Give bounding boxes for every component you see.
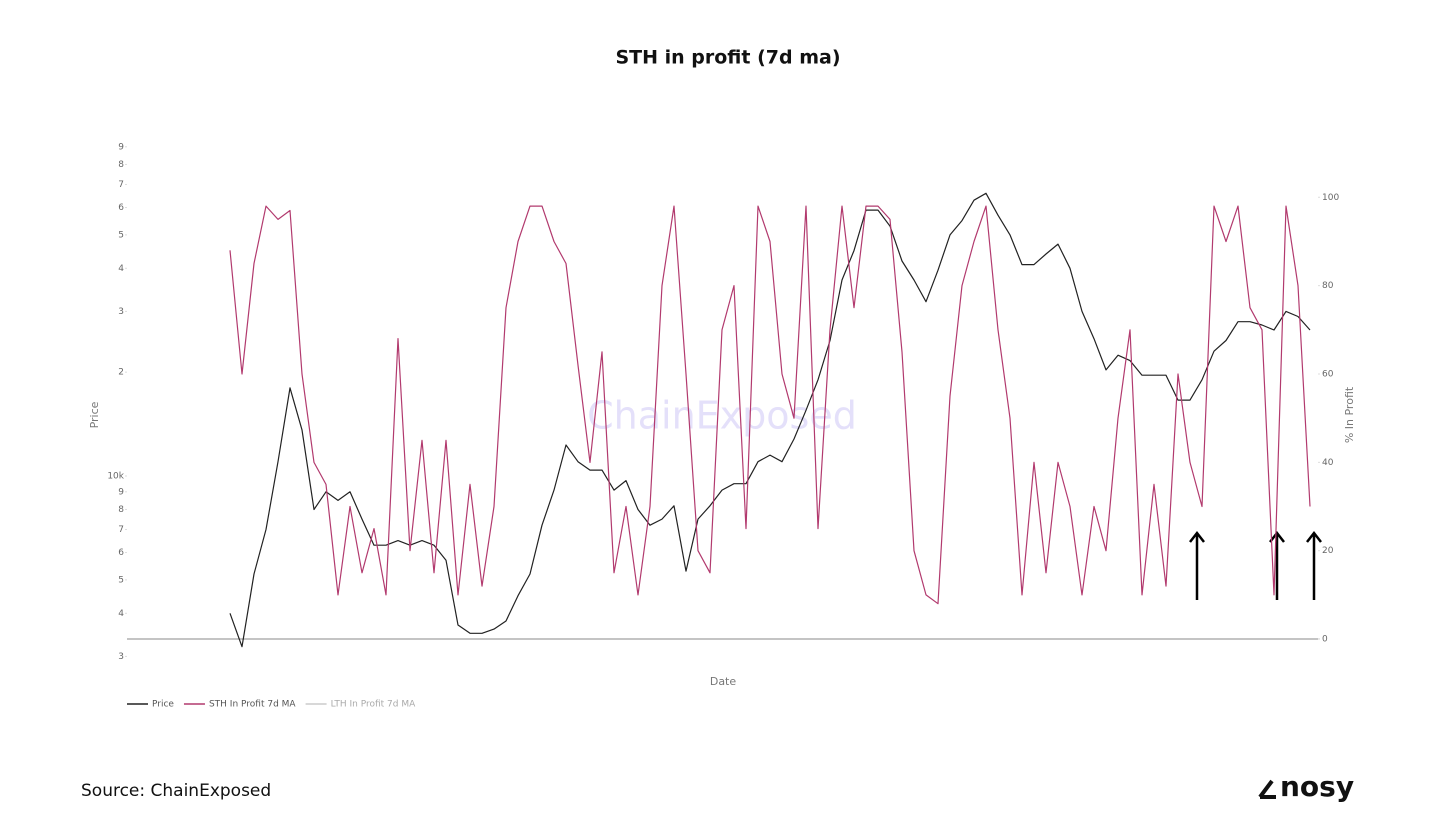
y-tick-label: 6	[118, 548, 124, 558]
y-tick-label: 3	[118, 307, 124, 317]
chart-title: STH in profit (7d ma)	[615, 47, 840, 69]
brand-logo: nosy	[1280, 770, 1354, 803]
y-tick-label: 8	[118, 505, 124, 515]
y-tick-label: 7	[118, 525, 124, 535]
y-tick-label: 6	[118, 203, 124, 213]
legend-label: LTH In Profit 7d MA	[331, 700, 417, 710]
arrow	[1306, 530, 1322, 600]
y-tick-label: 5	[118, 575, 124, 585]
y2-tick-label: 40	[1322, 458, 1334, 468]
source-note: Source: ChainExposed	[81, 781, 271, 801]
x-axis-label: Date	[710, 675, 737, 688]
y2-tick-label: 60	[1322, 369, 1334, 379]
y-tick-label: 4	[118, 609, 124, 619]
legend-label: STH In Profit 7d MA	[209, 700, 296, 710]
arrows	[1189, 530, 1322, 600]
y-tick-label: 3	[118, 652, 124, 662]
y2-axis-label: % In Profit	[1343, 386, 1356, 443]
y2-tick-label: 80	[1322, 281, 1334, 291]
y-tick-label: 10k	[107, 472, 124, 482]
series-line	[229, 205, 1311, 605]
y-tick-label: 9	[118, 142, 124, 152]
y-tick-label: 4	[118, 264, 124, 274]
y2-tick-label: 100	[1322, 193, 1339, 203]
y-tick-label: 7	[118, 180, 124, 190]
y2-tick-label: 20	[1322, 546, 1334, 556]
y-axis-label: Price	[88, 401, 101, 428]
brand-mark	[1258, 779, 1276, 799]
y-tick-label: 5	[118, 230, 124, 240]
arrow	[1269, 530, 1285, 600]
y-tick-label: 9	[118, 487, 124, 497]
y2-tick-label: 0	[1322, 635, 1328, 645]
watermark: ChainExposed	[587, 394, 857, 438]
y-tick-label: 8	[118, 160, 124, 170]
arrow	[1189, 530, 1205, 600]
legend-label: Price	[152, 700, 174, 710]
y-tick-label: 2	[118, 368, 124, 378]
